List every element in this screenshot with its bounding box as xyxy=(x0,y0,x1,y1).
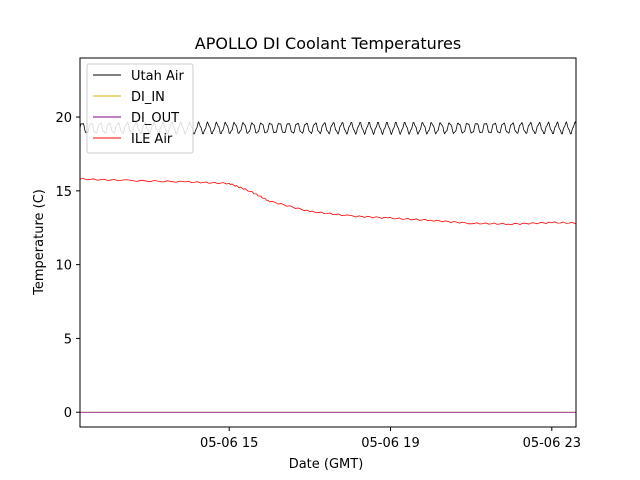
legend: Utah Air DI_IN DI_OUT ILE Air xyxy=(86,63,194,154)
y-tick-label: 5 xyxy=(64,332,72,347)
y-tick-label: 20 xyxy=(55,111,72,126)
y-tick-label: 15 xyxy=(55,185,72,200)
x-tick-label: 05-06 15 xyxy=(200,436,258,451)
x-axis-label: Date (GMT) xyxy=(289,457,364,472)
y-tick-label: 10 xyxy=(55,259,72,274)
series-line-utah-air xyxy=(80,121,576,135)
x-tick-label: 05-06 19 xyxy=(361,436,419,451)
y-tick-label: 0 xyxy=(64,406,72,421)
x-axis: 05-06 15 05-06 19 05-06 23 xyxy=(200,427,581,451)
legend-label: DI_IN xyxy=(131,90,165,105)
series-layer xyxy=(80,121,576,413)
series-line-ile-air xyxy=(80,178,576,226)
legend-label: ILE Air xyxy=(131,132,173,147)
legend-box xyxy=(86,63,194,154)
y-axis-label: Temperature (C) xyxy=(32,189,47,296)
legend-label: DI_OUT xyxy=(131,111,179,126)
x-tick-label: 05-06 23 xyxy=(523,436,581,451)
plot-area-frame xyxy=(79,57,577,428)
legend-label: Utah Air xyxy=(131,69,184,84)
chart-title: APOLLO DI Coolant Temperatures xyxy=(195,34,461,53)
y-axis: 0 5 10 15 20 xyxy=(55,111,80,421)
